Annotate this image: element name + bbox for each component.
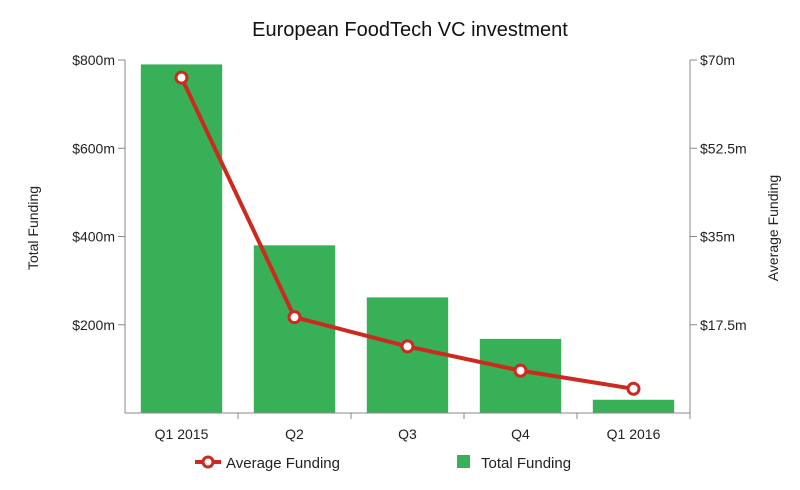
x-tick-label: Q4: [511, 426, 530, 442]
y-tick-label-right: $35m: [700, 229, 735, 245]
y-tick-label-left: $800m: [72, 52, 115, 68]
legend: Average Funding Total Funding: [195, 455, 571, 472]
average-funding-point: [626, 381, 641, 396]
x-tick-label: Q1 2016: [607, 426, 661, 442]
legend-marker-square: [457, 455, 470, 468]
legend-label-average-funding: Average Funding: [226, 455, 340, 472]
average-funding-point: [513, 363, 528, 378]
y-tick-label-right: $70m: [700, 52, 735, 68]
y-tick-label-left: $200m: [72, 317, 115, 333]
bar-1: [140, 64, 223, 413]
bar-3: [366, 297, 449, 413]
x-tick-label: Q1 2015: [155, 426, 209, 442]
x-tick-label: Q3: [398, 426, 417, 442]
average-funding-point: [174, 70, 189, 85]
bars-group: [140, 64, 675, 413]
average-funding-point: [287, 310, 302, 325]
y-axis-title-right: Average Funding: [765, 175, 781, 281]
x-tick-label: Q2: [285, 426, 304, 442]
bar-5: [592, 399, 675, 413]
y-tick-label-right: $52.5m: [700, 140, 747, 156]
y-tick-label-right: $17.5m: [700, 317, 747, 333]
legend-marker-circle: [201, 455, 215, 469]
line-series-group: [174, 70, 641, 396]
y-axis-title-left: Total Funding: [25, 186, 41, 270]
y-tick-label-left: $400m: [72, 229, 115, 245]
average-funding-point: [400, 339, 415, 354]
ticks-group: $200m $400m $600m $800m $17.5m $35m $52.5m $70m…: [72, 52, 747, 442]
chart-title: European FoodTech VC investment: [252, 19, 568, 41]
bar-2: [253, 245, 336, 413]
y-tick-label-left: $600m: [72, 140, 115, 156]
legend-label-total-funding: Total Funding: [481, 455, 571, 472]
